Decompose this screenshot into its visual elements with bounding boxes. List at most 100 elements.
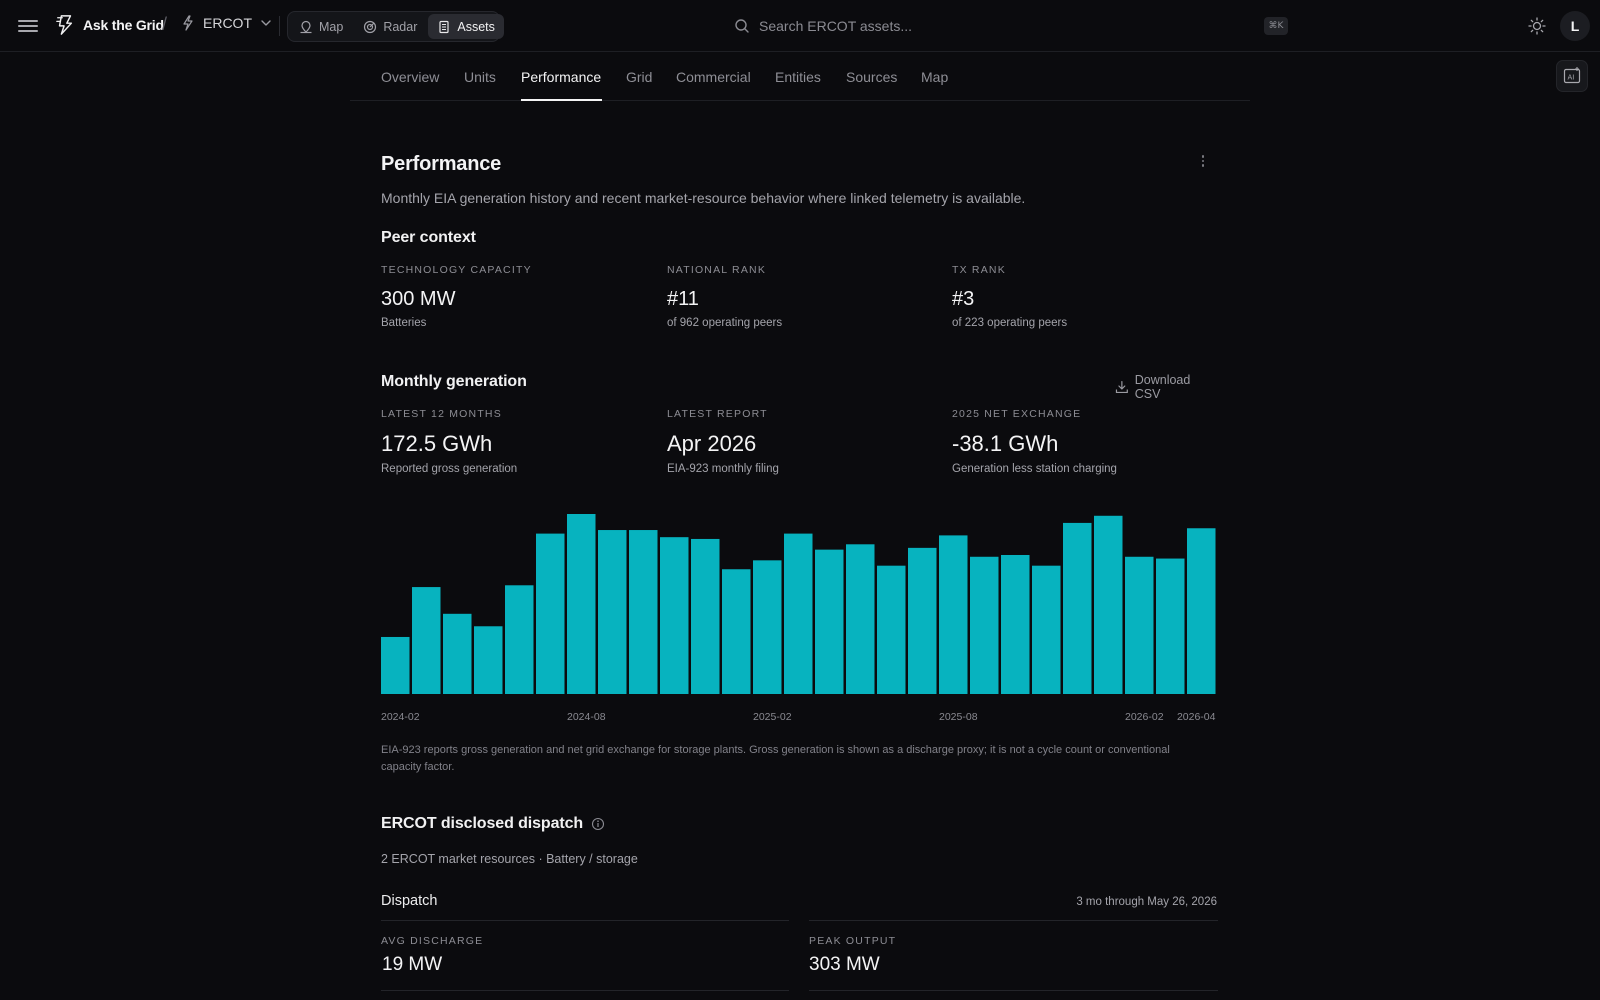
- breadcrumb-separator: /: [162, 14, 168, 34]
- stat-subtext: Generation less station charging: [952, 463, 1117, 475]
- chart-bar-2024-12[interactable]: [691, 538, 720, 694]
- stat-label: NATIONAL RANK: [667, 264, 767, 276]
- stat-subtext: Reported gross generation: [381, 463, 518, 475]
- divider: [381, 990, 789, 991]
- page-title: Performance: [381, 153, 502, 175]
- brand-logo-icon: [56, 15, 73, 35]
- tab-map[interactable]: Map: [921, 69, 949, 85]
- stat-value: #3: [952, 288, 975, 310]
- market-selector[interactable]: ERCOT: [181, 15, 272, 31]
- stat-label: TX RANK: [952, 264, 1006, 276]
- chart-bar-2025-02[interactable]: [753, 560, 782, 694]
- stat-value: 300 MW: [381, 288, 456, 310]
- stat-label: AVG DISCHARGE: [381, 935, 484, 947]
- chart-bar-2024-06[interactable]: [505, 585, 534, 694]
- download-icon: [1115, 381, 1128, 393]
- nav-radar[interactable]: Radar: [354, 14, 426, 39]
- chart-bar-2025-08[interactable]: [939, 535, 968, 694]
- nav-map-label: Map: [319, 19, 344, 34]
- app-name: Ask the Grid: [83, 17, 164, 33]
- chart-bar-2024-02[interactable]: [381, 636, 410, 694]
- nav-assets-label: Assets: [457, 19, 495, 34]
- chart-bar-2025-03[interactable]: [784, 533, 813, 694]
- dispatch-card-title: Dispatch: [381, 893, 438, 909]
- info-icon[interactable]: [591, 817, 605, 831]
- chart-bar-2024-09[interactable]: [598, 530, 627, 694]
- stat-value: 19 MW: [382, 954, 443, 975]
- chart-bar-2026-02[interactable]: [1125, 556, 1154, 694]
- svg-text:AI: AI: [1568, 74, 1575, 82]
- stat-value: 172.5 GWh: [381, 431, 493, 456]
- chart-bar-2024-08[interactable]: [567, 514, 596, 694]
- chart-bar-2024-11[interactable]: [660, 537, 689, 694]
- nav-map[interactable]: Map: [290, 14, 352, 39]
- asset-tabs: Overview Units Performance Grid Commerci…: [350, 52, 1250, 101]
- nav-assets[interactable]: Assets: [428, 14, 504, 39]
- search-icon: [735, 19, 749, 33]
- chart-bar-2024-03[interactable]: [412, 587, 441, 694]
- chart-bar-2025-11[interactable]: [1032, 565, 1061, 694]
- tab-overview[interactable]: Overview: [381, 69, 440, 85]
- user-avatar[interactable]: L: [1560, 11, 1590, 41]
- primary-nav: Map Radar Assets: [287, 11, 504, 42]
- stat-subtext: of 962 operating peers: [667, 317, 783, 329]
- divider: [279, 16, 280, 36]
- dispatch-header: ERCOT disclosed dispatch: [381, 815, 605, 833]
- chart-bar-2024-10[interactable]: [629, 530, 658, 694]
- divider: [809, 990, 1218, 991]
- chart-bar-2025-09[interactable]: [970, 556, 999, 694]
- chart-bar-2025-05[interactable]: [846, 544, 875, 694]
- stat-label: 2025 NET EXCHANGE: [952, 408, 1082, 420]
- chart-bar-2025-06[interactable]: [877, 565, 906, 694]
- stat-subtext: Batteries: [381, 317, 427, 329]
- chevron-down-icon: [261, 20, 271, 26]
- ai-assistant-button[interactable]: AI: [1556, 60, 1588, 92]
- stat-value: #11: [667, 288, 699, 310]
- x-tick-label: 2024-02: [381, 711, 420, 723]
- stat-value: -38.1 GWh: [952, 431, 1059, 456]
- nav-radar-label: Radar: [383, 19, 418, 34]
- tab-sources[interactable]: Sources: [846, 69, 898, 85]
- stat-subtext: EIA-923 monthly filing: [667, 463, 779, 475]
- bolt-icon: [183, 15, 193, 31]
- tab-commercial[interactable]: Commercial: [676, 69, 751, 85]
- chart-bar-2024-07[interactable]: [536, 533, 565, 694]
- tab-grid[interactable]: Grid: [626, 69, 653, 85]
- brand[interactable]: Ask the Grid: [55, 14, 164, 36]
- theme-toggle-sun-icon[interactable]: [1527, 16, 1547, 36]
- dispatch-period: 3 mo through May 26, 2026: [1076, 896, 1217, 908]
- more-options-icon[interactable]: [1195, 153, 1211, 169]
- radar-icon: [364, 20, 377, 33]
- download-csv-button[interactable]: Download CSV: [1115, 373, 1218, 401]
- menu-icon[interactable]: [18, 17, 38, 35]
- stat-label: TECHNOLOGY CAPACITY: [381, 264, 532, 276]
- chart-bar-2025-12[interactable]: [1063, 522, 1092, 694]
- tab-performance[interactable]: Performance: [521, 69, 602, 85]
- chart-bar-2026-03[interactable]: [1156, 558, 1185, 694]
- tab-entities[interactable]: Entities: [775, 69, 821, 85]
- search-bar[interactable]: Search ERCOT assets...: [734, 14, 1294, 38]
- stat-subtext: of 223 operating peers: [952, 317, 1068, 329]
- chart-bar-2024-05[interactable]: [474, 626, 503, 694]
- search-input[interactable]: Search ERCOT assets...: [759, 18, 913, 34]
- x-tick-label: 2026-04: [1177, 711, 1216, 723]
- chart-bar-2025-10[interactable]: [1001, 554, 1030, 694]
- chart-bar-2025-07[interactable]: [908, 547, 937, 694]
- dispatch-section-title: ERCOT disclosed dispatch: [381, 815, 584, 832]
- download-csv-label: Download CSV: [1134, 373, 1191, 401]
- market-name: ERCOT: [203, 15, 252, 31]
- chart-bar-2026-04[interactable]: [1187, 528, 1216, 694]
- monthly-generation-title: Monthly generation: [381, 373, 527, 390]
- map-pin-icon: [300, 20, 312, 33]
- chart-bar-2026-01[interactable]: [1094, 515, 1123, 694]
- chart-bar-2025-04[interactable]: [815, 549, 844, 694]
- assets-icon: [439, 20, 449, 33]
- chart-bar-2025-01[interactable]: [722, 569, 751, 694]
- divider: [381, 920, 789, 921]
- x-tick-label: 2025-02: [753, 711, 792, 723]
- monthly-generation-chart: 2024-02 2024-08 2025-02 2025-08 2026-02 2026-…: [381, 514, 1216, 723]
- tab-units[interactable]: Units: [464, 69, 496, 85]
- x-tick-label: 2024-08: [567, 711, 606, 723]
- chart-bar-2024-04[interactable]: [443, 613, 472, 694]
- page-description: Monthly EIA generation history and recen…: [381, 190, 1026, 206]
